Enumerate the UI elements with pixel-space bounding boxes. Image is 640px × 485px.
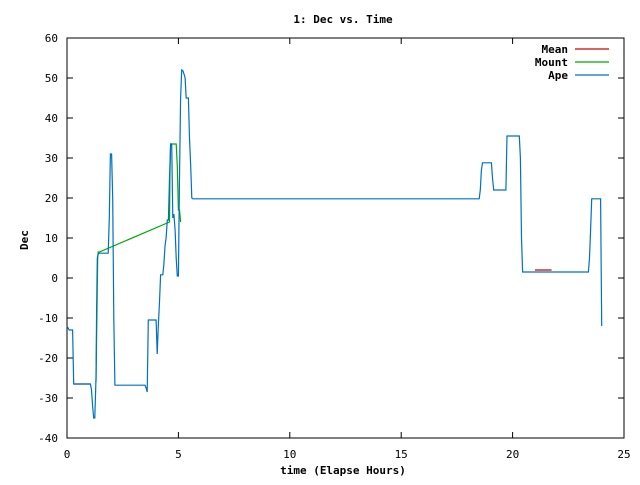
x-tick-label: 25 — [617, 448, 630, 461]
x-axis-label: time (Elapse Hours) — [280, 464, 406, 477]
plot-area — [66, 68, 603, 419]
legend-label-mean: Mean — [542, 43, 569, 56]
y-tick-label: 10 — [45, 232, 58, 245]
y-tick-label: -40 — [38, 432, 58, 445]
y-tick-label: 20 — [45, 192, 58, 205]
chart-title: 1: Dec vs. Time — [293, 13, 393, 26]
y-axis-label: Dec — [18, 230, 31, 250]
x-tick-label: 5 — [175, 448, 182, 461]
y-tick-label: -30 — [38, 392, 58, 405]
legend-label-ape: Ape — [548, 69, 568, 82]
y-tick-label: -10 — [38, 312, 58, 325]
x-tick-label: 20 — [506, 448, 519, 461]
x-tick-label: 15 — [395, 448, 408, 461]
series-ape-line — [66, 68, 603, 419]
y-tick-label: 0 — [51, 272, 58, 285]
y-tick-label: 60 — [45, 32, 58, 45]
plot-frame — [66, 37, 625, 439]
y-tick-label: 30 — [45, 152, 58, 165]
y-tick-label: -20 — [38, 352, 58, 365]
x-tick-label: 0 — [64, 448, 71, 461]
series-mount-line — [95, 143, 182, 383]
legend-label-mount: Mount — [535, 56, 568, 69]
y-tick-label: 50 — [45, 72, 58, 85]
axis-ticks: -40 -30 -20 -10 0 10 20 30 40 50 60 0 5 10 15 20 25 — [38, 32, 631, 461]
x-tick-label: 10 — [283, 448, 296, 461]
y-tick-label: 40 — [45, 112, 58, 125]
